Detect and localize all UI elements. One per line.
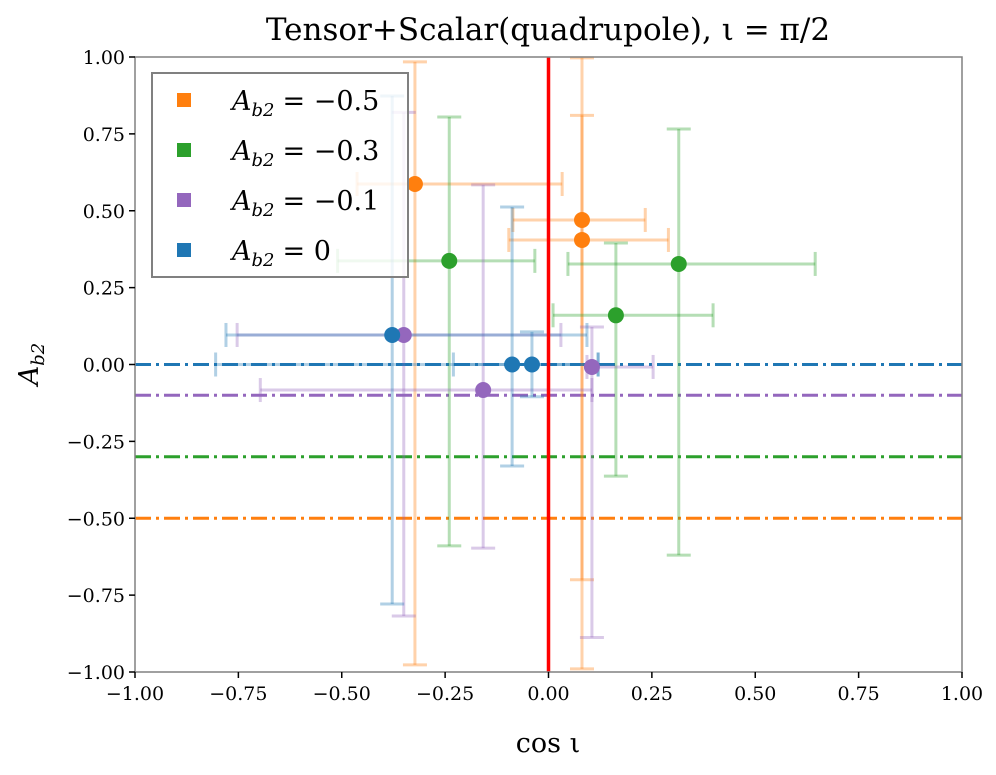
legend-label-sub: b2 bbox=[252, 150, 275, 171]
x-tick-label: 0.00 bbox=[527, 683, 569, 705]
y-tick-label: 1.00 bbox=[83, 47, 125, 69]
legend-label-main: A bbox=[229, 86, 252, 117]
y-tick-label: −0.50 bbox=[67, 508, 125, 530]
data-point bbox=[384, 326, 401, 343]
legend-label-value: = 0 bbox=[282, 236, 330, 267]
error-bar bbox=[511, 56, 647, 582]
data-point bbox=[475, 382, 492, 399]
y-tick-label: −0.25 bbox=[67, 431, 125, 453]
legend: Ab2 = −0.5 Ab2 = −0.3 Ab2 = −0.1 Ab2 = 0 bbox=[151, 72, 409, 278]
data-point bbox=[523, 356, 540, 373]
data-point bbox=[406, 175, 423, 192]
legend-label: Ab2 = −0.1 bbox=[229, 186, 379, 221]
data-point bbox=[395, 326, 412, 343]
x-tick-label: −0.50 bbox=[313, 683, 371, 705]
plot-area bbox=[135, 56, 962, 672]
data-point bbox=[573, 211, 590, 228]
legend-label: Ab2 = −0.3 bbox=[229, 136, 379, 171]
y-tick-label: −1.00 bbox=[67, 662, 125, 684]
data-point bbox=[670, 255, 687, 272]
data-point bbox=[607, 307, 624, 324]
legend-marker bbox=[177, 143, 191, 157]
legend-marker bbox=[177, 193, 191, 207]
legend-label-sub: b2 bbox=[252, 100, 275, 121]
chart-title: Tensor+Scalar(quadrupole), ι = π/2 bbox=[266, 12, 830, 48]
y-tick-label: 0.25 bbox=[83, 278, 125, 300]
legend-label-value: = −0.3 bbox=[282, 136, 379, 167]
x-tick-label: 1.00 bbox=[941, 683, 983, 705]
legend-label-sub: b2 bbox=[252, 200, 275, 221]
x-tick-label: −0.75 bbox=[209, 683, 267, 705]
x-tick-label: −1.00 bbox=[106, 683, 164, 705]
error-bar bbox=[566, 127, 817, 557]
error-bar bbox=[551, 241, 715, 478]
legend-label-main: A bbox=[229, 186, 252, 217]
x-tick-label: −0.25 bbox=[416, 683, 474, 705]
data-point bbox=[583, 358, 600, 375]
data-point bbox=[573, 231, 590, 248]
error-bar bbox=[258, 183, 594, 550]
y-tick-label: 0.50 bbox=[83, 201, 125, 223]
x-tick-label: 0.75 bbox=[837, 683, 879, 705]
legend-label-main: A bbox=[229, 136, 252, 167]
data-point bbox=[504, 356, 521, 373]
x-axis-label: cos ι bbox=[516, 728, 580, 759]
legend-label: Ab2 = 0 bbox=[229, 236, 331, 271]
y-axis-label-main: A bbox=[14, 366, 45, 389]
y-tick-label: 0.00 bbox=[83, 355, 125, 377]
y-tick-label: −0.75 bbox=[67, 585, 125, 607]
legend-marker bbox=[177, 243, 191, 257]
legend-marker bbox=[177, 93, 191, 107]
legend-label: Ab2 = −0.5 bbox=[229, 86, 379, 121]
data-point bbox=[441, 252, 458, 269]
legend-box bbox=[151, 72, 409, 278]
y-tick-label: 0.75 bbox=[83, 124, 125, 146]
legend-label-value: = −0.1 bbox=[282, 186, 379, 217]
y-axis: −1.00 −0.75 −0.50 −0.25 0.00 0.25 0.50 0.75 1.00 bbox=[67, 47, 135, 684]
x-tick-label: 0.25 bbox=[631, 683, 673, 705]
x-axis: −1.00 −0.75 −0.50 −0.25 0.00 0.25 0.50 0.75 1.00 bbox=[106, 672, 983, 705]
y-axis-label: Ab2 bbox=[14, 343, 49, 388]
y-axis-label-sub: b2 bbox=[28, 343, 49, 366]
legend-label-sub: b2 bbox=[252, 250, 275, 271]
legend-label-value: = −0.5 bbox=[282, 86, 379, 117]
legend-label-main: A bbox=[229, 236, 252, 267]
x-tick-label: 0.50 bbox=[734, 683, 776, 705]
